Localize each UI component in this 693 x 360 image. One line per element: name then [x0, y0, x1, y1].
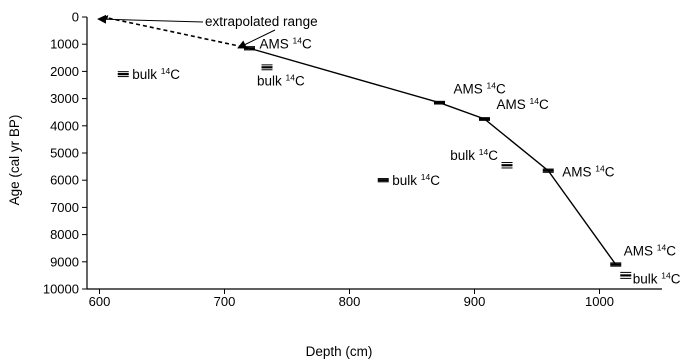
- extrapolated-line: [103, 16, 250, 50]
- y-tick-label: 7000: [50, 200, 79, 215]
- y-tick-label: 3000: [50, 91, 79, 106]
- extrapolated-range-label: extrapolated range: [205, 14, 318, 29]
- x-tick-label: 700: [214, 294, 236, 309]
- ams-label: AMS 14C: [454, 81, 506, 97]
- y-tick-label: 5000: [50, 146, 79, 161]
- extrapolated-arrow-right: [237, 29, 276, 49]
- x-tick-label: 900: [464, 294, 486, 309]
- bulk-label: bulk 14C: [132, 66, 180, 82]
- x-tick-label: 800: [339, 294, 361, 309]
- bulk-label: bulk 14C: [392, 172, 440, 188]
- y-tick-label: 8000: [50, 227, 79, 242]
- ams-label: AMS 14C: [497, 96, 549, 112]
- data-marks: [117, 46, 632, 279]
- bulk-point: [261, 64, 273, 71]
- y-tick-label: 4000: [50, 118, 79, 133]
- y-tick-label: 9000: [50, 254, 79, 269]
- ams-label: AMS 14C: [624, 243, 676, 259]
- bulk-point: [377, 178, 389, 183]
- y-tick-label: 2000: [50, 64, 79, 79]
- bulk-label: bulk 14C: [257, 72, 305, 88]
- y-axis-title: Age (cal yr BP): [7, 115, 22, 206]
- y-tick-label: 6000: [50, 173, 79, 188]
- ams-label: AMS 14C: [562, 164, 614, 180]
- axes: 0 1000 2000 3000 4000 5000 6000 7000 8000 9000 100…: [43, 10, 662, 309]
- bulk-label: bulk 14C: [633, 270, 681, 286]
- x-axis-title: Depth (cm): [306, 344, 373, 359]
- x-tick-label: 600: [89, 294, 111, 309]
- x-tick-label: 1000: [585, 294, 614, 309]
- ams-point: [542, 168, 554, 173]
- y-tick-label: 10000: [43, 282, 79, 297]
- ams-point: [244, 46, 255, 51]
- bulk-point: [117, 71, 129, 78]
- ams-label: AMS 14C: [260, 35, 312, 51]
- ams-point: [434, 100, 445, 105]
- ams-point: [610, 262, 622, 267]
- y-tick-label: 0: [72, 10, 79, 25]
- extrapolated-arrow-left: [97, 14, 204, 24]
- y-tick-label: 1000: [50, 37, 79, 52]
- bulk-point: [620, 271, 632, 279]
- age-model-lines: [102, 15, 617, 265]
- bulk-point: [501, 162, 513, 169]
- ams-point: [479, 117, 490, 121]
- bulk-label: bulk 14C: [450, 147, 498, 163]
